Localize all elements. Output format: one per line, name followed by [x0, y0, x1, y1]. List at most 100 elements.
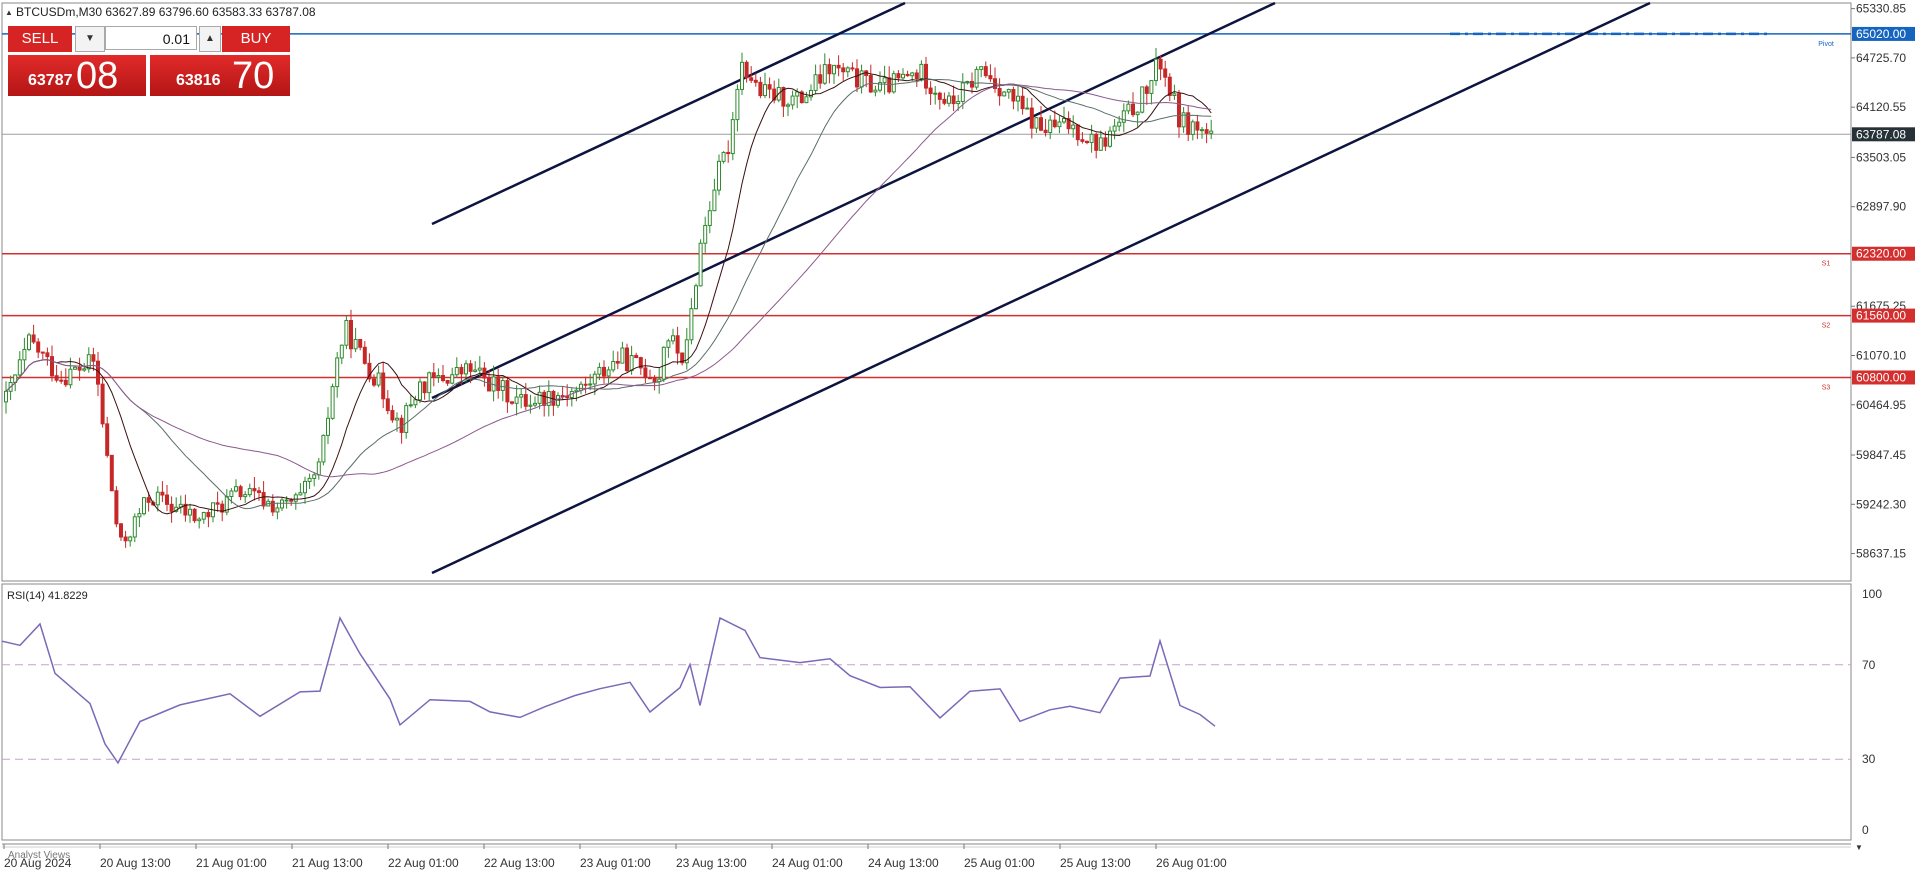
- rsi-label: RSI(14) 41.8229: [7, 590, 88, 602]
- lot-size-input[interactable]: 0.01: [105, 26, 197, 50]
- bear-candle: [77, 357, 82, 381]
- bull-candle: [335, 351, 340, 398]
- candle-body: [997, 87, 1002, 97]
- candle-body: [82, 368, 87, 371]
- candle-body: [1186, 112, 1191, 135]
- sell-price-main: 63787: [28, 72, 73, 89]
- candle-body: [914, 72, 919, 79]
- sell-price-pips: 08: [76, 55, 119, 97]
- candle-body: [721, 151, 726, 162]
- candle-body: [1020, 95, 1025, 110]
- candle-body: [753, 79, 758, 83]
- bear-candle: [206, 509, 211, 528]
- candle-body: [583, 383, 588, 386]
- bull-candle: [82, 362, 87, 372]
- candle-body: [1158, 58, 1163, 70]
- candle-body: [330, 386, 335, 419]
- bear-candle: [1163, 60, 1168, 87]
- bull-candle: [1149, 80, 1154, 105]
- bull-candle: [413, 395, 418, 409]
- rsi-frame: [1, 583, 1852, 841]
- candle-body: [63, 379, 68, 386]
- bear-candle: [523, 383, 528, 411]
- candle-body: [579, 383, 583, 391]
- candle-body: [50, 356, 54, 377]
- candle-body: [726, 151, 731, 155]
- candle-body: [767, 84, 772, 90]
- candle-body: [933, 92, 938, 95]
- candle-body: [638, 357, 643, 369]
- buy-price-button[interactable]: 63816 70: [150, 55, 290, 96]
- rsi-axis-label: 70: [1862, 658, 1876, 672]
- candle-body: [947, 95, 951, 104]
- bear-candle: [680, 352, 685, 366]
- candle-body: [137, 513, 142, 518]
- channel-middle-line[interactable]: [431, 1, 1276, 400]
- candle-body: [500, 380, 505, 391]
- bear-candle: [1075, 124, 1080, 146]
- bull-candle: [611, 350, 616, 373]
- bear-candle: [63, 368, 68, 387]
- bull-candle: [500, 376, 505, 402]
- bull-candle: [344, 315, 349, 350]
- bull-candle: [1098, 130, 1103, 151]
- channel-upper-line[interactable]: [431, 1, 906, 226]
- bull-candle: [1034, 116, 1039, 134]
- lot-dropdown-icon[interactable]: ▼: [75, 26, 105, 52]
- bull-candle: [919, 60, 924, 82]
- candle-body: [321, 434, 326, 463]
- bear-candle: [510, 401, 514, 405]
- bull-candle: [579, 381, 583, 395]
- bear-candle: [1131, 92, 1135, 117]
- candle-body: [588, 383, 593, 386]
- candle-body: [592, 373, 597, 385]
- candle-body: [45, 352, 50, 358]
- candle-body: [293, 494, 298, 502]
- candle-body: [1034, 117, 1039, 129]
- candle-body: [689, 308, 694, 341]
- bull-candle: [1006, 88, 1011, 99]
- time-axis-label: 25 Aug 13:00: [1060, 856, 1131, 870]
- sell-price-button[interactable]: 63787 08: [8, 55, 146, 96]
- price-axis-label: 62897.90: [1856, 200, 1906, 214]
- main-chart-frame: [1, 2, 1852, 582]
- bull-candle: [408, 395, 413, 408]
- candle-body: [643, 367, 648, 379]
- candle-body: [372, 378, 376, 386]
- sell-button[interactable]: SELL: [8, 26, 72, 52]
- bear-candle: [422, 381, 427, 400]
- buy-button[interactable]: BUY: [222, 26, 290, 52]
- lot-increase-icon[interactable]: ▲: [199, 26, 221, 52]
- bear-candle: [496, 368, 501, 399]
- bear-candle: [887, 66, 892, 94]
- candle-body: [850, 67, 855, 70]
- candle-body: [988, 75, 993, 80]
- bull-candle: [17, 351, 22, 379]
- channel-lower-line[interactable]: [431, 1, 1651, 575]
- candle-body: [1149, 80, 1154, 94]
- bear-candle: [675, 326, 680, 365]
- candle-body: [1200, 129, 1204, 132]
- bull-candle: [735, 84, 740, 132]
- bear-candle: [850, 62, 855, 72]
- bull-candle: [454, 357, 459, 378]
- candle-body: [243, 494, 248, 498]
- bull-candle: [698, 239, 703, 287]
- candle-body: [905, 73, 910, 77]
- bull-candle: [1200, 126, 1204, 139]
- collapse-icon: ▲: [5, 8, 13, 17]
- bear-candle: [1195, 114, 1200, 140]
- candle-body: [298, 492, 303, 496]
- analyst-views-tab[interactable]: Analyst Views: [8, 850, 70, 861]
- candle-body: [611, 360, 616, 371]
- bull-candle: [491, 365, 496, 402]
- bear-candle: [818, 64, 823, 89]
- candle-body: [441, 375, 445, 382]
- bull-candle: [666, 338, 671, 358]
- bear-candle: [238, 484, 243, 501]
- bull-candle: [694, 283, 698, 310]
- bull-candle: [312, 471, 317, 487]
- bear-candle: [1158, 55, 1163, 81]
- current-price-label: 63787.08: [1856, 127, 1906, 141]
